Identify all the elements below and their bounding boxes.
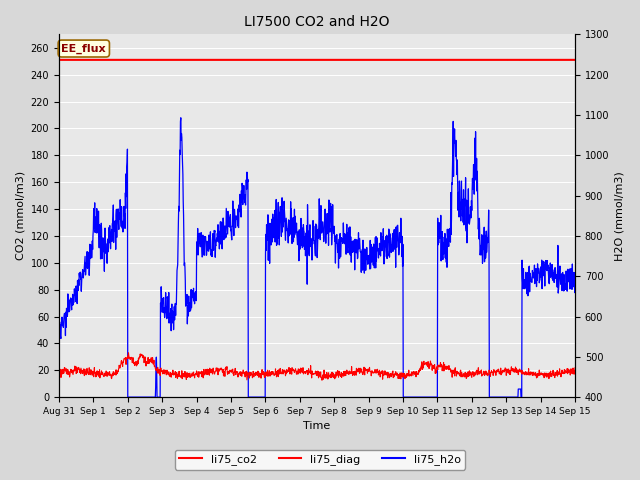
X-axis label: Time: Time [303,421,331,432]
Title: LI7500 CO2 and H2O: LI7500 CO2 and H2O [244,15,390,29]
Text: EE_flux: EE_flux [61,43,106,54]
Legend: li75_co2, li75_diag, li75_h2o: li75_co2, li75_diag, li75_h2o [175,450,465,469]
Y-axis label: CO2 (mmol/m3): CO2 (mmol/m3) [15,171,25,260]
Y-axis label: H2O (mmol/m3): H2O (mmol/m3) [615,171,625,261]
